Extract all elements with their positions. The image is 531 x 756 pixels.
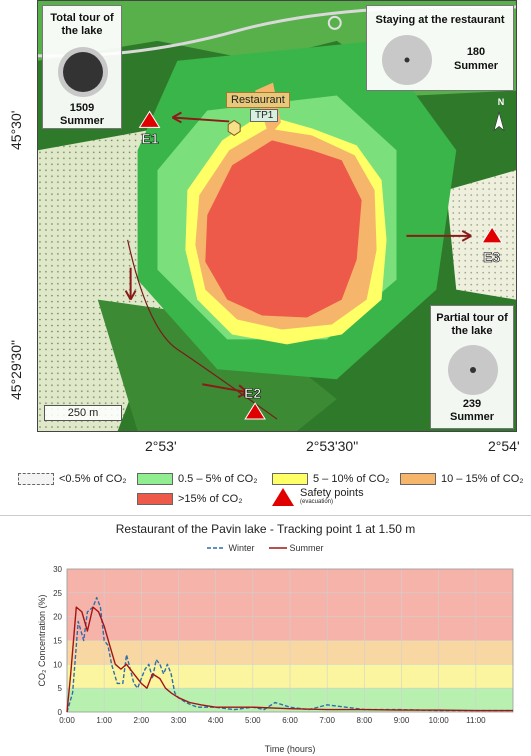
north-label: N	[497, 97, 505, 107]
legend-label: 0.5 – 5% of CO₂	[178, 473, 258, 485]
x-tick-label: 8:00	[357, 716, 373, 725]
plot-frame	[66, 568, 514, 713]
dose-disc-icon	[448, 345, 498, 395]
info-box-value: 1509	[69, 102, 95, 114]
map-legend: <0.5% of CO₂ 0.5 – 5% of CO₂ 5 – 10% of …	[0, 466, 531, 510]
legend-swatch	[400, 473, 436, 485]
divider	[0, 515, 531, 516]
info-box-partial-tour: Partial tour of the lake 239 Summer	[430, 305, 514, 429]
x-tick-label: 5:00	[245, 716, 261, 725]
legend-item: 5 – 10% of CO₂	[272, 473, 389, 485]
x-tick-label: 9:00	[394, 716, 410, 725]
info-box-title: Partial tour of the lake	[436, 312, 508, 337]
chart-legend: Winter Summer	[0, 543, 531, 553]
y-tick-label: 0	[58, 708, 63, 717]
x-tick-label: 2:00	[134, 716, 150, 725]
safety-point-icon	[272, 488, 294, 506]
zone-red	[205, 140, 362, 318]
dose-disc-icon	[58, 47, 108, 97]
legend-sublabel: (evacuation)	[300, 499, 334, 505]
x-tick-label: 11:00	[466, 716, 486, 725]
x-tick-label: 4:00	[208, 716, 224, 725]
chart-legend-label: Winter	[228, 543, 255, 553]
chart-plot: 0 5 10 15 20 25 30 0:00 1:00 2:00 3:00 4:00 5:00 6:00…	[37, 565, 514, 754]
winter-line-icon	[207, 547, 226, 549]
legend-swatch	[137, 493, 173, 505]
safety-point-e2-label: E2	[244, 385, 261, 401]
safety-point-e2-icon	[244, 402, 266, 420]
map-panel: E1 E2 E3 N Restaurant TP1 250 m Total to…	[37, 0, 517, 432]
legend-item: <0.5% of CO₂	[18, 473, 127, 485]
legend-swatch	[272, 473, 308, 485]
legend-swatch	[137, 473, 173, 485]
legend-label: <0.5% of CO₂	[59, 473, 127, 485]
info-box-total-tour: Total tour of the lake 1509 Summer	[42, 5, 122, 129]
x-tick-label: 1:00	[96, 716, 112, 725]
info-box-value: 239	[462, 398, 482, 410]
legend-swatch	[18, 473, 54, 485]
info-box-title: Staying at the restaurant	[375, 14, 505, 26]
latitude-label: 45°30'	[8, 110, 24, 150]
scale-bar: 250 m	[44, 405, 122, 421]
info-box-season: Summer	[59, 115, 105, 127]
dose-disc	[447, 344, 499, 400]
info-box-title: Total tour of the lake	[50, 12, 114, 37]
legend-label: 10 – 15% of CO₂	[441, 473, 524, 485]
x-axis-label: Time (hours)	[265, 744, 316, 754]
safety-point-e3-label: E3	[483, 249, 500, 265]
legend-label: 5 – 10% of CO₂	[313, 473, 390, 485]
chart-legend-label: Summer	[289, 543, 324, 553]
dose-disc	[57, 46, 109, 102]
info-box-staying: Staying at the restaurant 180 Summer	[366, 5, 514, 91]
tracking-point-label: TP1	[250, 109, 279, 122]
legend-safety-text: Safety points (evacuation)	[300, 488, 364, 506]
safety-point-e1-icon	[138, 110, 161, 128]
y-tick-label: 15	[53, 637, 62, 646]
legend-item: 0.5 – 5% of CO₂	[137, 473, 257, 485]
legend-item: 10 – 15% of CO₂	[400, 473, 524, 485]
info-box-value: 180	[466, 46, 486, 58]
y-tick-label: 20	[53, 613, 62, 622]
x-tick-label: 7:00	[319, 716, 335, 725]
legend-label: >15% of CO₂	[178, 493, 243, 505]
roundabout-icon	[327, 15, 342, 30]
y-tick-label: 10	[53, 660, 62, 669]
low-co2-area-east	[446, 170, 516, 300]
summer-line-icon	[268, 547, 287, 549]
x-tick-label: 3:00	[171, 716, 187, 725]
chart-title: Restaurant of the Pavin lake - Tracking …	[115, 522, 416, 536]
x-tick-label: 10:00	[429, 716, 450, 725]
evacuation-arrows	[124, 111, 472, 399]
chart-legend-item: Winter	[207, 543, 255, 553]
restaurant-label: Restaurant	[226, 92, 290, 108]
series-line-winter	[66, 596, 513, 713]
series-line-summer	[66, 606, 513, 713]
legend-item: >15% of CO₂	[137, 493, 243, 505]
y-tick-label: 30	[53, 565, 62, 574]
chart-legend-item: Summer	[268, 543, 324, 553]
x-tick-label: 6:00	[282, 716, 298, 725]
longitude-label: 2°53'30"	[306, 438, 359, 454]
latitude-label: 45°29'30"	[8, 340, 24, 400]
info-box-season: Summer	[453, 60, 499, 72]
legend-label: Safety points	[300, 487, 364, 499]
tracking-point-icon	[227, 119, 241, 136]
y-tick-label: 5	[58, 684, 63, 693]
safety-point-e3-icon	[481, 226, 503, 244]
dose-disc-icon	[382, 35, 432, 85]
legend-item-safety: Safety points (evacuation)	[272, 488, 364, 506]
y-axis-label: CO₂ Concentration (%)	[37, 594, 47, 686]
y-tick-label: 25	[53, 589, 62, 598]
x-tick-label: 0:00	[59, 716, 75, 725]
north-arrow-icon	[493, 111, 505, 132]
longitude-label: 2°53'	[145, 438, 177, 454]
safety-point-e1-label: E1	[142, 130, 159, 146]
dose-disc	[381, 34, 433, 90]
info-box-season: Summer	[449, 411, 495, 423]
longitude-label: 2°54'	[488, 438, 520, 454]
